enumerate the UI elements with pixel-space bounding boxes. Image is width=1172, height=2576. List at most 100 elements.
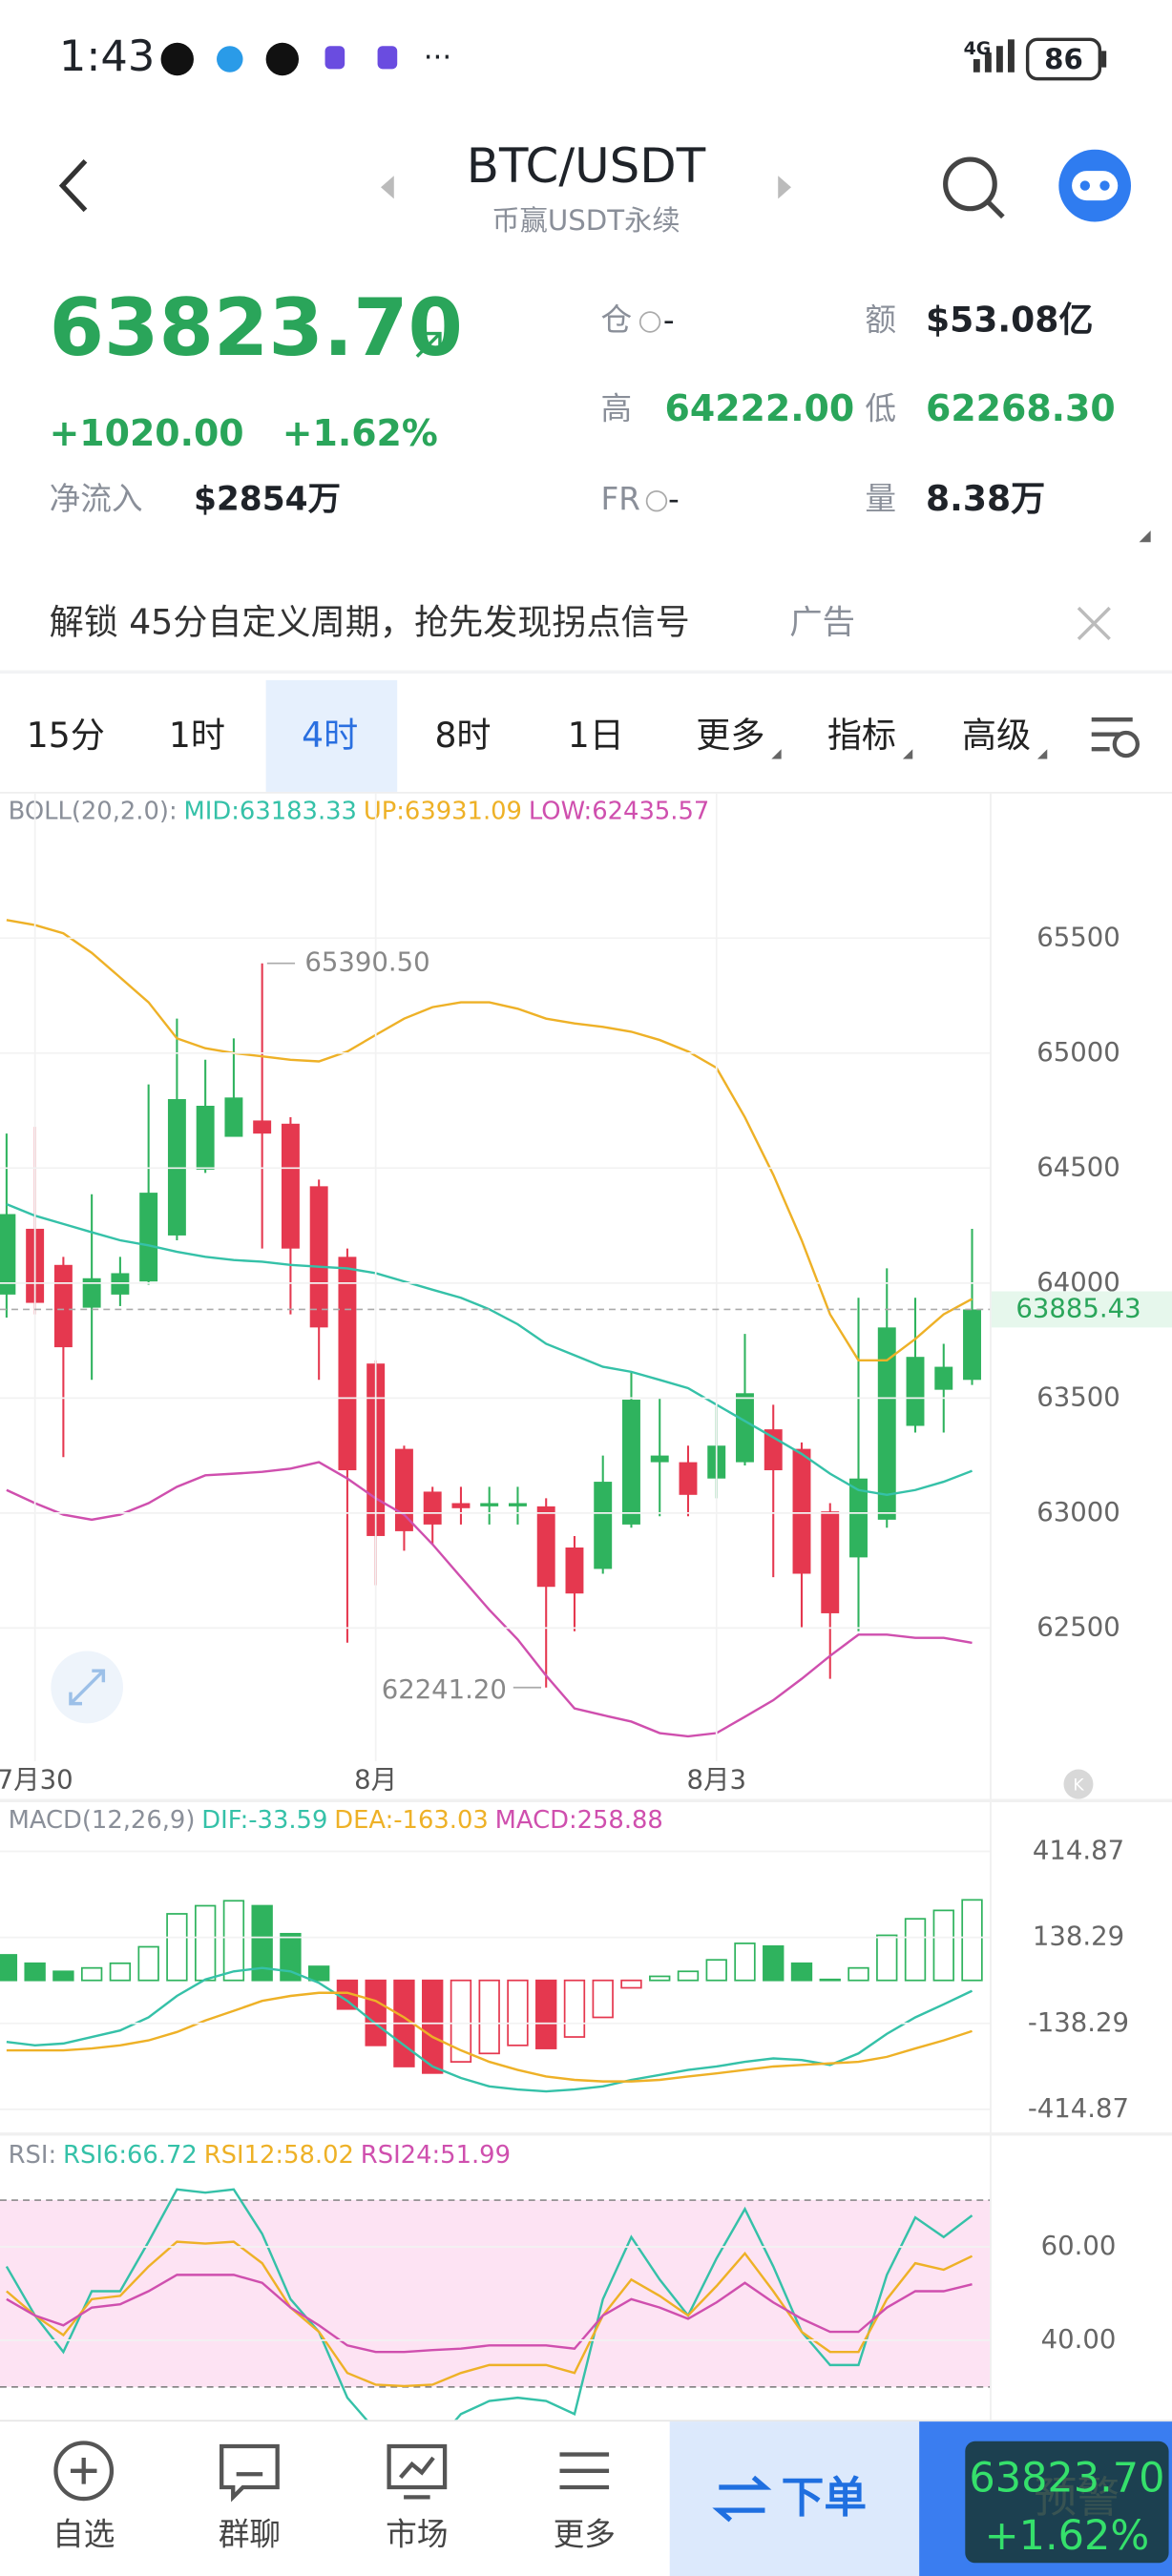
- floating-ticker[interactable]: [965, 2441, 1169, 2564]
- back-button[interactable]: [58, 158, 88, 213]
- pair-subtitle: 币赢USDT永续: [492, 204, 680, 237]
- candle-body: [451, 1503, 471, 1508]
- nav-label[interactable]: 群聊: [219, 2517, 281, 2553]
- macd-bar: [876, 1934, 898, 1982]
- legend-title: RSI:: [9, 2141, 57, 2170]
- order-label: 下单: [782, 2472, 867, 2523]
- candle-body: [565, 1548, 584, 1594]
- macd-bar: [677, 1970, 700, 1982]
- candle-body: [338, 1257, 357, 1471]
- legend-item: UP:63931.09: [364, 797, 522, 825]
- candle-body: [224, 1097, 243, 1137]
- annotation-label: 65390.50: [304, 947, 429, 978]
- order-button[interactable]: [669, 2421, 920, 2576]
- legend-item: RSI6:66.72: [63, 2141, 198, 2170]
- y-tick-label: 60.00: [1041, 2231, 1117, 2261]
- candle-body: [849, 1478, 868, 1558]
- candle-body: [394, 1448, 413, 1531]
- x-tick-label: 8月3: [686, 1765, 745, 1796]
- candle-body: [821, 1511, 840, 1613]
- trend-arrow: [415, 331, 442, 358]
- search-button[interactable]: [943, 156, 1005, 219]
- divider: [0, 2132, 1172, 2136]
- macd-bar: [649, 1975, 671, 1982]
- y-tick-label: 65500: [1036, 922, 1120, 952]
- nav-label[interactable]: 自选: [52, 2517, 115, 2553]
- candle-body: [594, 1482, 613, 1569]
- macd-bar: [705, 1959, 727, 1982]
- macd-bar: [222, 1900, 245, 1982]
- y-tick-label: 138.29: [1033, 1922, 1124, 1952]
- candle-body: [622, 1400, 640, 1525]
- info-icon[interactable]: [645, 489, 668, 512]
- macd-bar: [620, 1979, 642, 1989]
- position-label: 仓: [600, 301, 632, 338]
- status-time: 1:43: [59, 31, 155, 81]
- fr: -: [668, 481, 680, 517]
- legend-item: RSI24:51.99: [361, 2141, 511, 2170]
- legend-item: DEA:-163.03: [334, 1805, 489, 1834]
- assistant-button[interactable]: [1058, 149, 1132, 222]
- last-price-label: 63885.43: [1015, 1293, 1141, 1323]
- dropdown-caret: [1036, 749, 1048, 759]
- nav-icon: [220, 2443, 280, 2503]
- candle-body: [480, 1503, 499, 1506]
- candle-body: [792, 1448, 811, 1574]
- y-tick-label: 414.87: [1033, 1835, 1124, 1865]
- indicator-line: [6, 1966, 973, 2093]
- ad-text[interactable]: 解锁 45分自定义周期，抢先发现拐点信号: [50, 601, 690, 642]
- macd-bar: [80, 1966, 103, 1982]
- candle-body: [0, 1214, 16, 1295]
- legend-item: LOW:62435.57: [529, 797, 709, 825]
- candle-body: [82, 1278, 101, 1308]
- macd-bar: [109, 1962, 132, 1982]
- candle-body: [764, 1429, 783, 1471]
- indicator-line: [6, 1461, 973, 1738]
- fullscreen-button[interactable]: [51, 1651, 123, 1724]
- dropdown-caret: [902, 749, 913, 759]
- svg-text:···: ···: [424, 40, 452, 74]
- chart-settings[interactable]: [1091, 717, 1141, 758]
- candle-body: [877, 1327, 896, 1520]
- interval-tab[interactable]: 指标: [827, 715, 896, 756]
- candle-body: [536, 1506, 555, 1588]
- order-icon: [712, 2475, 772, 2523]
- macd-bar: [52, 1970, 74, 1982]
- interval-tab[interactable]: 1日: [568, 715, 624, 756]
- legend: BOLL(20,2.0): MID:63183.33 UP:63931.09 LOW:…: [9, 797, 710, 825]
- y-tick-label: 63500: [1036, 1381, 1120, 1412]
- nav-label[interactable]: 更多: [554, 2517, 616, 2553]
- macd-bar: [166, 1913, 188, 1982]
- interval-tab[interactable]: 高级: [962, 715, 1031, 756]
- candle-body: [679, 1462, 698, 1495]
- macd-bar: [422, 1979, 444, 2074]
- nav-label[interactable]: 市场: [386, 2517, 448, 2553]
- macd-bar: [307, 1965, 330, 1982]
- network: 4G: [964, 38, 992, 59]
- macd-bar: [734, 1942, 756, 1982]
- indicator-line: [6, 919, 973, 1362]
- interval-tab[interactable]: 1时: [169, 715, 225, 756]
- info-icon[interactable]: [638, 311, 661, 333]
- net-inflow-label: 净流入: [50, 481, 143, 517]
- macd-bar: [904, 1918, 927, 1982]
- interval-tab[interactable]: 4时: [302, 715, 358, 756]
- macd-bar: [0, 1954, 18, 1982]
- divider: [0, 670, 1172, 674]
- change-pct: +1.62%: [283, 412, 438, 454]
- expand-corner[interactable]: [1139, 530, 1151, 543]
- ad-tag: 广告: [789, 604, 855, 642]
- interval-tab[interactable]: 15分: [27, 715, 105, 756]
- macd-bar: [819, 1978, 841, 1982]
- legend: RSI: RSI6:66.72 RSI12:58.02 RSI24:51.99: [9, 2141, 511, 2170]
- divider: [0, 791, 1172, 794]
- ad-close[interactable]: [1077, 606, 1111, 641]
- candle-body: [508, 1503, 527, 1506]
- candle-body: [309, 1186, 328, 1328]
- interval-tab[interactable]: 更多: [696, 715, 764, 756]
- k-button[interactable]: K: [1063, 1769, 1094, 1799]
- plot-area: [0, 919, 981, 1738]
- indicator-line: [6, 2274, 973, 2354]
- interval-tab[interactable]: 8时: [434, 715, 491, 756]
